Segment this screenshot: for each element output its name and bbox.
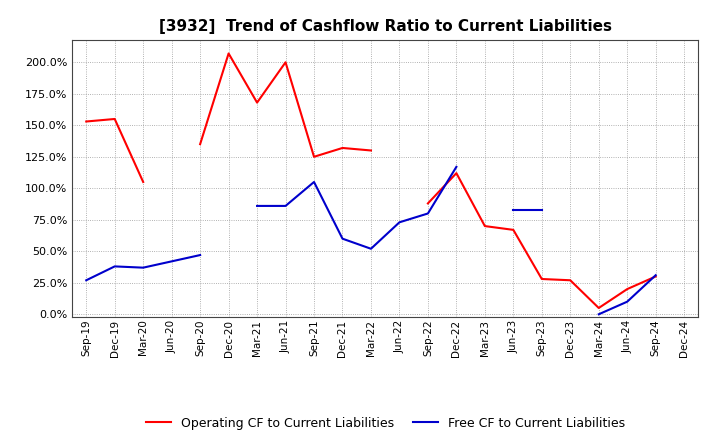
Operating CF to Current Liabilities	[82, 119, 91, 124]
Line: Operating CF to Current Liabilities: Operating CF to Current Liabilities	[86, 119, 143, 182]
Operating CF to Current Liabilities	[139, 180, 148, 185]
Free CF to Current Liabilities	[167, 259, 176, 264]
Free CF to Current Liabilities	[82, 278, 91, 283]
Operating CF to Current Liabilities	[110, 116, 119, 121]
Free CF to Current Liabilities	[110, 264, 119, 269]
Free CF to Current Liabilities	[196, 253, 204, 258]
Title: [3932]  Trend of Cashflow Ratio to Current Liabilities: [3932] Trend of Cashflow Ratio to Curren…	[158, 19, 612, 34]
Free CF to Current Liabilities	[139, 265, 148, 270]
Legend: Operating CF to Current Liabilities, Free CF to Current Liabilities: Operating CF to Current Liabilities, Fre…	[140, 412, 630, 435]
Line: Free CF to Current Liabilities: Free CF to Current Liabilities	[86, 255, 200, 280]
